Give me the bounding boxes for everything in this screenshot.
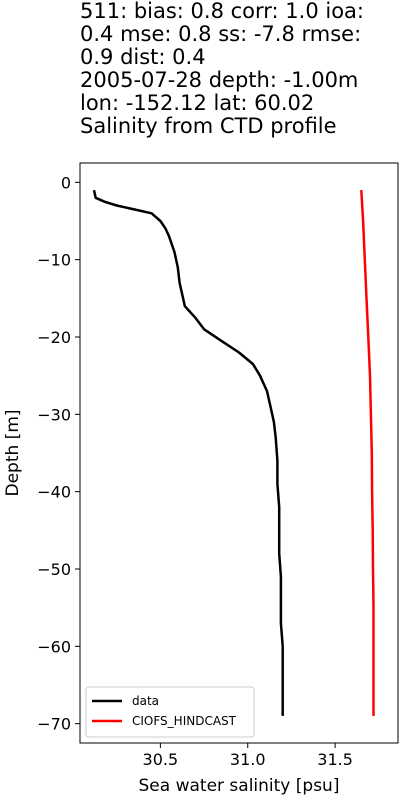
legend-label-data: data — [132, 694, 159, 708]
y-tick-label: −70 — [37, 715, 71, 734]
title-line-5: lon: -152.12 lat: 60.02 — [80, 91, 315, 115]
legend-box — [85, 686, 255, 738]
title-line-2: 0.4 mse: 0.8 ss: -7.8 rmse: — [80, 22, 362, 46]
y-tick-label: −20 — [37, 328, 71, 347]
title-line-6: Salinity from CTD profile — [80, 114, 337, 138]
plot-area-frame — [79, 162, 399, 744]
x-tick-label: 30.5 — [143, 750, 179, 769]
chart-title: 511: bias: 0.8 corr: 1.0 ioa: 0.4 mse: 0… — [80, 0, 400, 138]
title-line-1: 511: bias: 0.8 corr: 1.0 ioa: — [80, 0, 365, 23]
y-tick-label: −30 — [37, 405, 71, 424]
title-line-3: 0.9 dist: 0.4 — [80, 45, 206, 69]
x-tick-label: 31.0 — [230, 750, 266, 769]
y-axis-label: Depth [m] — [3, 409, 23, 496]
legend: data CIOFS_HINDCAST — [85, 686, 255, 738]
x-axis-label: Sea water salinity [psu] — [139, 776, 340, 796]
series-line-ciofs-hindcast — [360, 190, 375, 716]
y-tick-label: −60 — [37, 637, 71, 656]
x-tick-label: 31.5 — [317, 750, 353, 769]
series-layer — [92, 189, 375, 716]
y-tick-label: −10 — [37, 251, 71, 270]
y-tick-label: −50 — [37, 560, 71, 579]
y-tick-label: −40 — [37, 483, 71, 502]
y-tick-label: 0 — [61, 173, 71, 192]
x-axis-ticks: 30.5 31.0 31.5 — [143, 743, 353, 769]
y-axis-ticks: 0 −10 −20 −30 −40 −50 −60 −70 — [37, 173, 80, 734]
title-line-4: 2005-07-28 depth: -1.00m — [80, 68, 359, 92]
legend-label-ciofs-hindcast: CIOFS_HINDCAST — [132, 714, 237, 728]
series-line-data — [92, 189, 284, 716]
